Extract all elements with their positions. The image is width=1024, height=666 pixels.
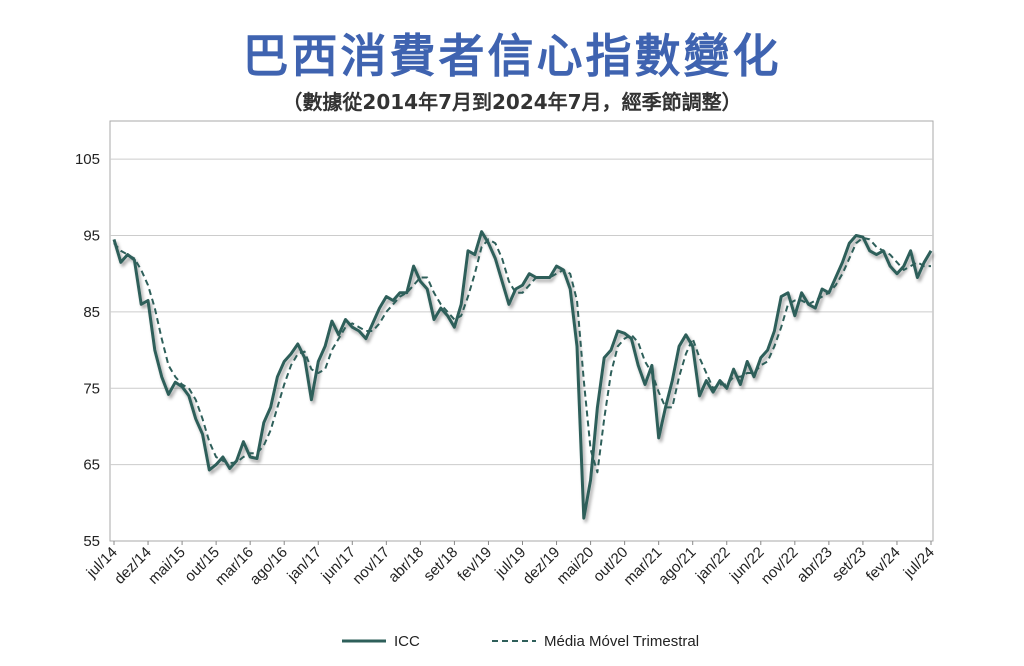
x-tick-label: jul/24 xyxy=(900,544,938,582)
series-lines xyxy=(112,230,933,520)
x-tick-label: abr/23 xyxy=(794,544,836,586)
x-tick-label: set/18 xyxy=(420,544,461,585)
y-tick-label: 75 xyxy=(83,380,100,397)
chart-subtitle: （數據從2014年7月到2024年7月，經季節調整） xyxy=(282,90,742,114)
y-tick-label: 55 xyxy=(83,533,100,550)
x-tick-label: mar/16 xyxy=(212,544,257,589)
x-tick-label: abr/18 xyxy=(385,544,427,586)
series-line-media-movel xyxy=(113,236,931,474)
y-tick-label: 85 xyxy=(83,304,100,321)
x-tick-label: fev/24 xyxy=(863,544,904,585)
legend: ICC Média Móvel Trimestral xyxy=(342,633,699,650)
x-tick-label: ago/16 xyxy=(247,544,291,588)
legend-label-icc: ICC xyxy=(394,633,420,650)
x-tick-label: mar/21 xyxy=(620,544,665,589)
x-tick-label: set/23 xyxy=(829,544,870,585)
x-tick-label: fev/19 xyxy=(454,544,495,585)
y-tick-label: 105 xyxy=(75,151,100,168)
x-tick-label: jan/17 xyxy=(283,544,325,586)
y-tick-label: 95 xyxy=(83,228,100,245)
chart-title: 巴西消費者信心指數變化 xyxy=(242,29,782,83)
x-tick-label: mai/20 xyxy=(554,544,598,588)
x-tick-label: dez/14 xyxy=(111,544,155,588)
x-tick-label: nov/17 xyxy=(349,544,393,588)
y-tick-label: 65 xyxy=(83,457,100,474)
x-tick-label: jan/22 xyxy=(692,544,734,586)
x-tick-label: ago/21 xyxy=(655,544,699,588)
series-line-icc xyxy=(112,230,933,520)
plot-area xyxy=(109,120,934,542)
legend-label-mm: Média Móvel Trimestral xyxy=(544,633,699,650)
x-tick-label: nov/22 xyxy=(758,544,802,588)
x-tick-label: mai/15 xyxy=(145,544,189,588)
y-axis-ticks: 55 65 75 85 95 105 xyxy=(75,151,100,550)
x-tick-label: dez/19 xyxy=(519,544,563,588)
x-axis-ticks: jul/14dez/14mai/15out/15mar/16ago/16jan/… xyxy=(83,541,938,589)
